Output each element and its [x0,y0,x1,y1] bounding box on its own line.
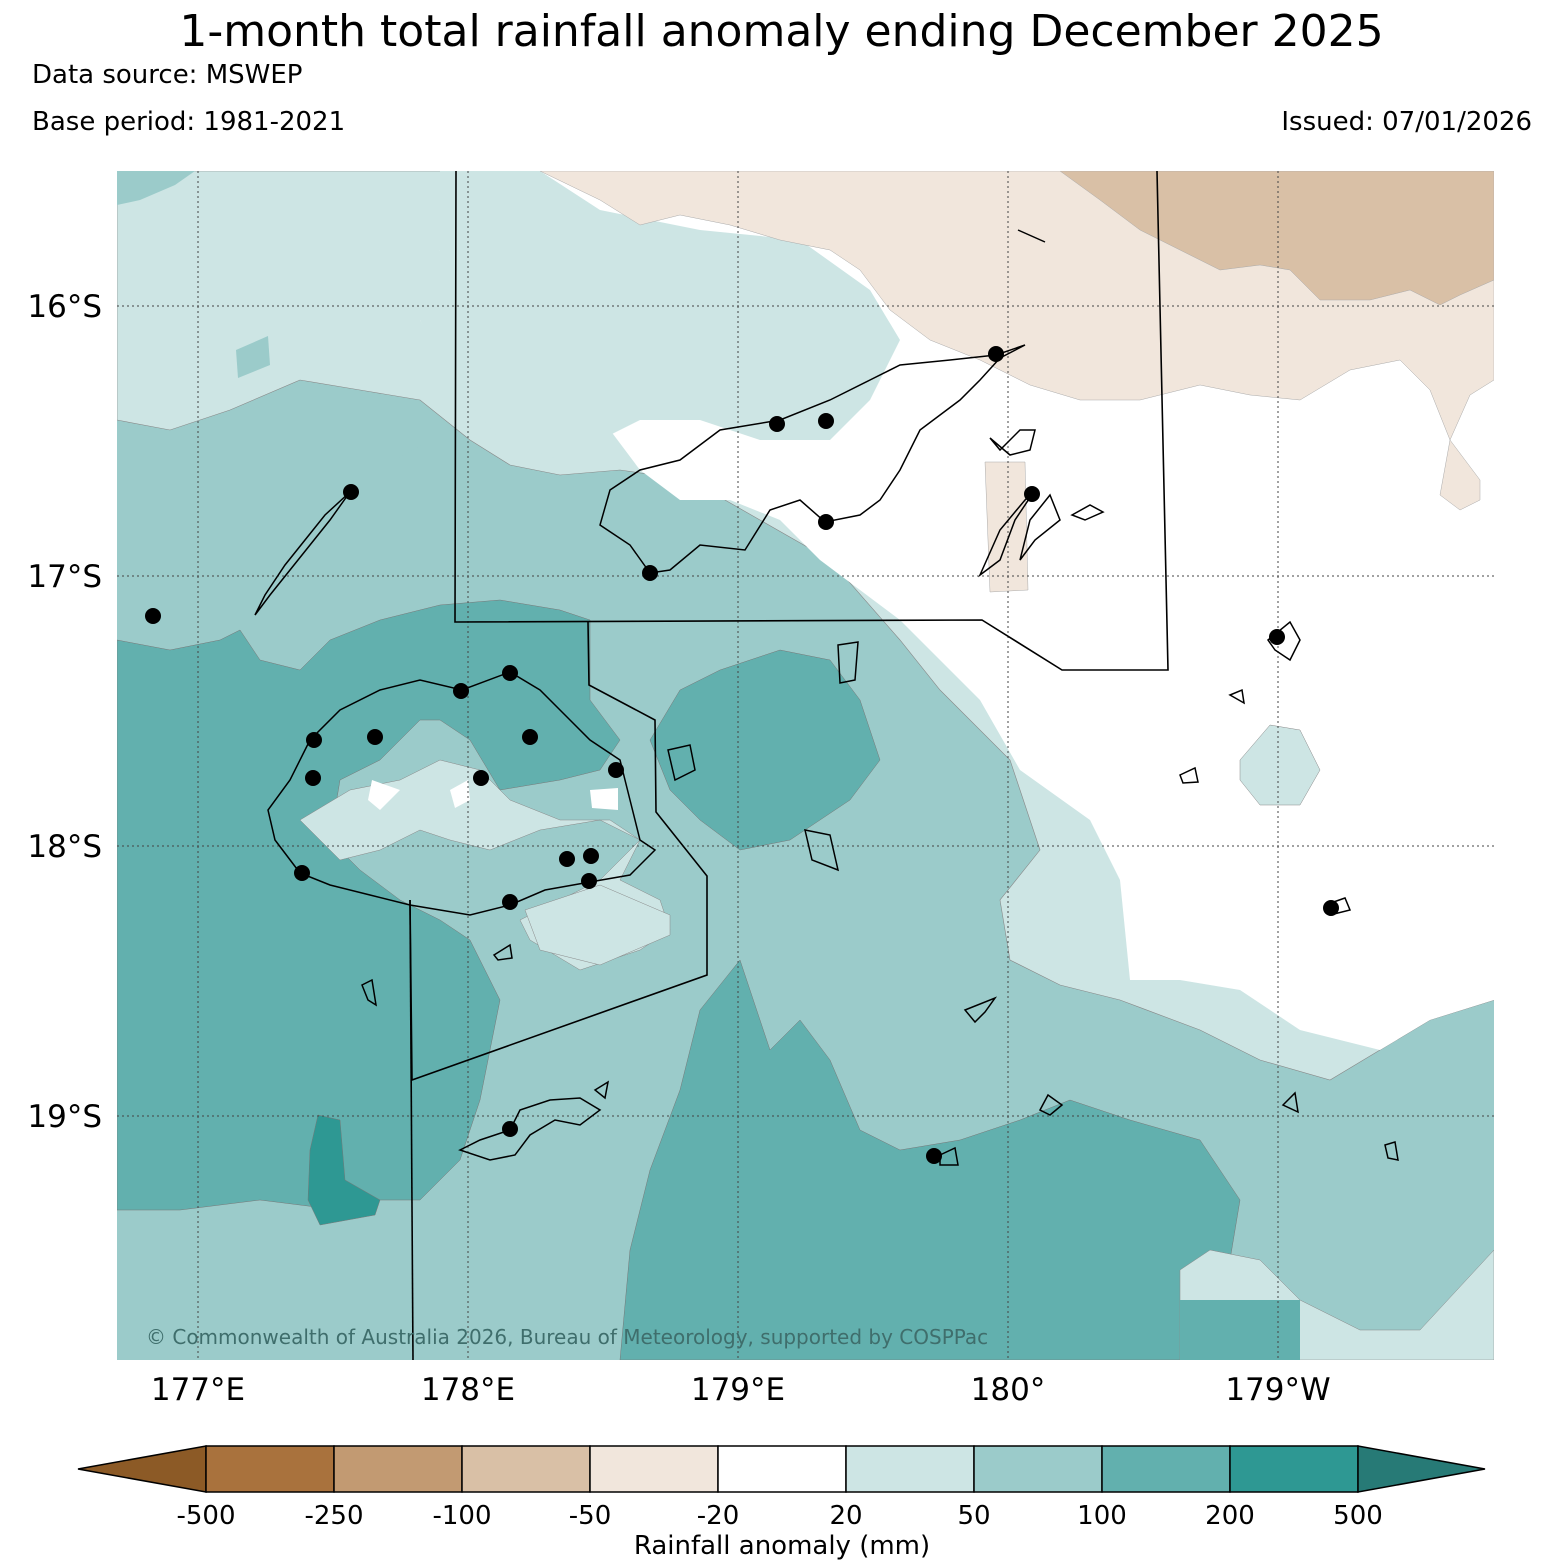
lat-label-16s: 16°S [27,289,102,325]
colorbar-tick-label: -50 [569,1501,611,1531]
colorbar-segment [333,1445,463,1493]
patch-50-100-b [382,427,422,458]
colorbar-tick-label: -500 [176,1501,235,1531]
data-source: Data source: MSWEP [32,60,303,90]
band-dry-50-100 [1059,171,1494,306]
graticule [117,171,1494,1360]
colorbar-segment [973,1445,1103,1493]
lat-label-19s: 19°S [27,1099,102,1135]
colorbar-segment [1101,1445,1231,1493]
colorbar-extend-low [77,1445,207,1493]
patch-20-50-lau [1239,724,1321,806]
islet-central-2 [804,829,840,872]
band-20-50-island-zone [415,171,900,460]
patch-20-50-south-vitilevu [524,884,671,966]
colorbar-segment [1229,1445,1359,1493]
islet-south-3 [1038,1093,1064,1116]
colorbar-segment [717,1445,847,1493]
islet-far-north [1017,229,1046,243]
base-period: Base period: 1981-2021 [32,107,346,137]
admin-boundaries [409,170,1169,1361]
colorbar [77,1445,1486,1493]
patch-neutral-vitilevu-2 [450,780,470,808]
islet-south-2 [963,996,998,1024]
colorbar-segment [205,1445,335,1493]
colorbar-tick-label: 100 [1077,1501,1127,1531]
islet-east [1019,493,1061,561]
colorbar-tick-label: -20 [697,1501,739,1531]
koro-islet [667,744,696,782]
patch-neutral-vitilevu [368,780,400,810]
colorbar-tick-label: 500 [1333,1501,1383,1531]
colorbar-tick-label: 50 [957,1501,990,1531]
vanua-levu-coast [599,344,1026,574]
lon-label-177e: 177°E [151,1372,245,1408]
islet-kadavu-n [593,1080,610,1100]
yasawa-chain [254,491,351,616]
band-100-200-central [649,649,881,851]
islet-central [837,641,859,684]
lat-label-17s: 17°S [27,559,102,595]
islet-lau-5 [1384,1141,1399,1161]
patch-neutral-vitilevu-3 [590,788,618,810]
islet-lau-2 [1179,766,1199,784]
lon-label-178e: 178°E [421,1372,515,1408]
islet-south [939,1146,959,1166]
lat-label-18s: 18°S [27,829,102,865]
islet-east-2 [1070,504,1105,521]
colorbar-segment [461,1445,591,1493]
islet-lau-3 [1228,688,1245,705]
islet-sw [492,943,513,961]
stations [145,346,1339,1164]
colorbar-title: Rainfall anomaly (mm) [634,1531,930,1561]
colorbar-labels: -500 -250 -100 -50 -20 20 50 100 200 500 [176,1501,1382,1531]
anomaly-field [117,171,1494,1360]
colorbar-segment [845,1445,975,1493]
lon-label-179w: 179°W [1225,1372,1330,1408]
colorbar-tick-label: -100 [432,1501,491,1531]
colorbar-tick-label: 200 [1205,1501,1255,1531]
issued-date: Issued: 07/01/2026 [1281,107,1532,137]
copyright-notice: © Commonwealth of Australia 2026, Bureau… [146,1325,989,1349]
map-title: 1-month total rainfall anomaly ending De… [179,6,1384,57]
colorbar-extend-high [1357,1445,1486,1493]
patch-50-100-topleft [117,171,195,205]
patch-100-200-southeast [1180,1300,1300,1360]
band-100-200-west [117,599,621,1211]
islet-lau-4 [1281,1091,1299,1114]
islet-north [989,429,1036,456]
lon-label-180: 180° [971,1372,1046,1408]
colorbar-tick-label: 20 [829,1501,862,1531]
colorbar-segment [589,1445,719,1493]
lakeba-islet [1266,620,1301,662]
patch-50-100-a [236,336,270,378]
islet-west [361,978,378,1007]
colorbar-tick-label: -250 [304,1501,363,1531]
patch-dry-strip [984,461,1029,593]
band-200-500 [307,1114,381,1226]
lon-label-179e: 179°E [691,1372,785,1408]
